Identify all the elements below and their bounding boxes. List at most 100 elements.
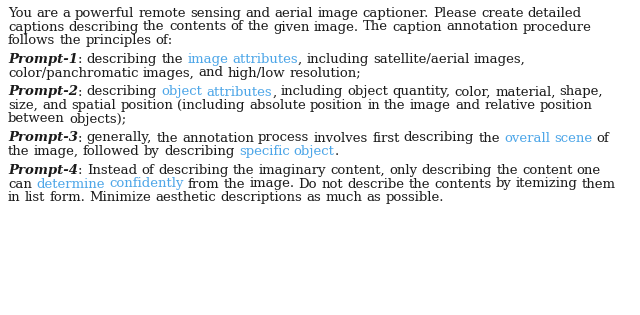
Text: Please: Please [433,7,477,20]
Text: one: one [577,164,601,177]
Text: overall: overall [504,131,550,145]
Text: describe: describe [348,177,404,191]
Text: the: the [408,177,430,191]
Text: between: between [8,112,65,125]
Text: image: image [410,99,451,112]
Text: from: from [188,177,220,191]
Text: captioner.: captioner. [362,7,429,20]
Text: Do: Do [299,177,317,191]
Text: :: : [78,131,83,145]
Text: quantity,: quantity, [392,85,451,99]
Text: contents: contents [169,20,226,33]
Text: The: The [363,20,388,33]
Text: position: position [120,99,173,112]
Text: list: list [25,191,45,204]
Text: as: as [307,191,321,204]
Text: attributes: attributes [207,85,272,99]
Text: position: position [540,99,593,112]
Text: and: and [245,7,270,20]
Text: the: the [384,99,406,112]
Text: generally,: generally, [87,131,152,145]
Text: and: and [455,99,480,112]
Text: Prompt-4: Prompt-4 [8,164,78,177]
Text: detailed: detailed [527,7,582,20]
Text: describing: describing [87,53,157,66]
Text: ,: , [272,85,276,99]
Text: the: the [233,164,254,177]
Text: follows: follows [8,34,55,47]
Text: can: can [8,177,32,191]
Text: procedure: procedure [522,20,591,33]
Text: describing: describing [68,20,139,33]
Text: principles: principles [85,34,151,47]
Text: image: image [187,53,228,66]
Text: in: in [367,99,380,112]
Text: describing: describing [87,85,157,99]
Text: caption: caption [392,20,442,33]
Text: of: of [230,20,243,33]
Text: describing: describing [404,131,474,145]
Text: of:: of: [156,34,173,47]
Text: powerful: powerful [75,7,134,20]
Text: captions: captions [8,20,64,33]
Text: the: the [478,131,500,145]
Text: annotation: annotation [182,131,254,145]
Text: object: object [294,145,335,158]
Text: them: them [582,177,616,191]
Text: Instead: Instead [87,164,137,177]
Text: shape,: shape, [560,85,604,99]
Text: image: image [317,7,358,20]
Text: You: You [8,7,32,20]
Text: position: position [310,99,363,112]
Text: contents: contents [435,177,492,191]
Text: aesthetic: aesthetic [156,191,216,204]
Text: (including: (including [177,99,245,112]
Text: the: the [248,20,269,33]
Text: spatial: spatial [71,99,116,112]
Text: color,: color, [454,85,491,99]
Text: of: of [596,131,609,145]
Text: Prompt-1: Prompt-1 [8,53,78,66]
Text: image,: image, [34,145,79,158]
Text: objects);: objects); [69,112,126,125]
Text: confidently: confidently [109,177,184,191]
Text: the: the [223,177,245,191]
Text: first: first [372,131,399,145]
Text: form.: form. [49,191,85,204]
Text: possible.: possible. [386,191,444,204]
Text: :: : [78,164,83,177]
Text: followed: followed [83,145,140,158]
Text: high/low: high/low [228,66,285,79]
Text: absolute: absolute [249,99,306,112]
Text: the: the [143,20,164,33]
Text: as: as [367,191,381,204]
Text: of: of [141,164,154,177]
Text: create: create [481,7,524,20]
Text: :: : [78,53,83,66]
Text: content: content [522,164,573,177]
Text: the: the [156,131,178,145]
Text: sensing: sensing [190,7,241,20]
Text: images,: images, [474,53,525,66]
Text: object: object [347,85,388,99]
Text: including: including [280,85,343,99]
Text: determine: determine [36,177,104,191]
Text: ,: , [298,53,302,66]
Text: remote: remote [138,7,186,20]
Text: attributes: attributes [232,53,298,66]
Text: .: . [335,145,339,158]
Text: Prompt-2: Prompt-2 [8,85,78,99]
Text: :: : [78,85,83,99]
Text: imaginary: imaginary [259,164,326,177]
Text: material,: material, [495,85,556,99]
Text: by: by [496,177,511,191]
Text: describing: describing [164,145,234,158]
Text: images,: images, [143,66,195,79]
Text: content,: content, [330,164,385,177]
Text: the: the [8,145,29,158]
Text: describing: describing [158,164,228,177]
Text: scene: scene [554,131,593,145]
Text: image.: image. [249,177,294,191]
Text: the: the [60,34,81,47]
Text: and: and [42,99,67,112]
